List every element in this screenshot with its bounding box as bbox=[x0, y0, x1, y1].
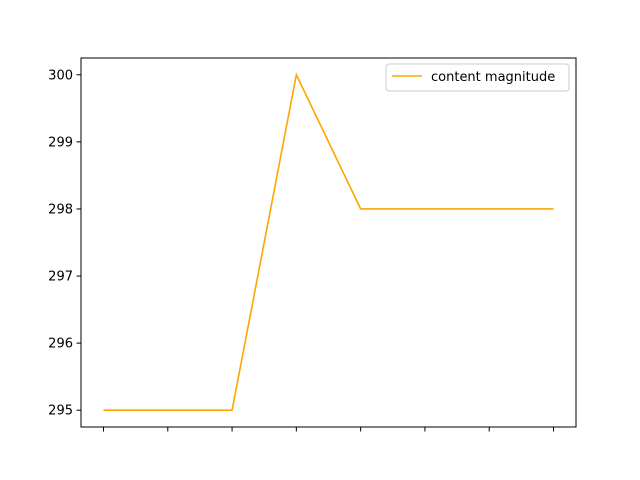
y-tick-label: 295 bbox=[48, 404, 73, 419]
plot-area bbox=[80, 57, 577, 428]
y-tick-label: 296 bbox=[48, 337, 73, 352]
y-tick-label: 298 bbox=[48, 202, 73, 217]
y-axis: 295 296 297 298 299 300 bbox=[48, 68, 81, 419]
y-tick-label: 299 bbox=[48, 135, 73, 150]
legend-label: content magnitude bbox=[431, 70, 555, 85]
legend: content magnitude bbox=[385, 63, 570, 92]
series-line bbox=[103, 72, 554, 412]
axes-frame bbox=[80, 57, 577, 428]
y-tick-label: 297 bbox=[48, 270, 73, 285]
x-axis bbox=[103, 427, 554, 432]
legend-box bbox=[385, 63, 570, 92]
y-tick-label: 300 bbox=[48, 68, 73, 83]
axes-spines bbox=[80, 57, 577, 428]
series-layer bbox=[103, 72, 554, 412]
